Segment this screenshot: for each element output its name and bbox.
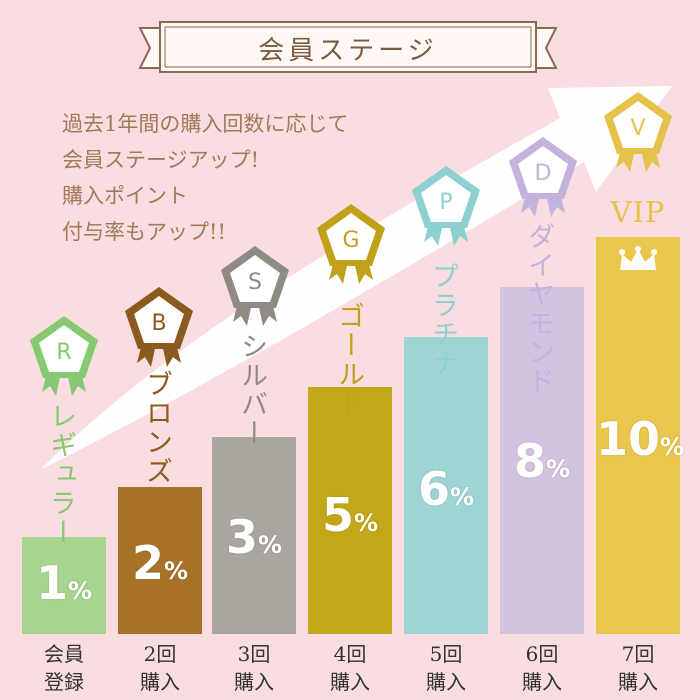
medal-icon: S (217, 242, 293, 332)
svg-text:S: S (248, 270, 262, 295)
stage-name: ゴールド (333, 302, 364, 418)
stage-bar (596, 237, 680, 634)
stage-name: ブロンズ (141, 370, 172, 486)
intro-line-1: 過去1年間の購入回数に応じて (62, 112, 349, 136)
svg-text:V: V (630, 116, 645, 141)
rate-unit: % (660, 433, 685, 461)
svg-text:G: G (342, 228, 359, 253)
requirement-label: 2回購入 (115, 640, 205, 696)
requirement-label: 7回購入 (593, 640, 683, 696)
requirement-line-1: 2回 (143, 642, 177, 666)
stage-name: ダイヤモンド (523, 222, 554, 396)
requirement-line-2: 登録 (44, 670, 84, 694)
intro-line-4: 付与率もアップ!! (62, 220, 226, 244)
requirement-line-1: 会員 (44, 642, 84, 666)
stage-bar (118, 487, 202, 634)
svg-text:D: D (535, 161, 552, 186)
svg-text:R: R (56, 340, 71, 365)
stage-name: プラチナ (427, 262, 458, 378)
rate-unit: % (353, 509, 379, 537)
requirement-line-2: 購入 (522, 670, 562, 694)
svg-text:P: P (439, 190, 452, 215)
title-banner: 会員ステージ (138, 18, 558, 80)
stage-bar (500, 287, 584, 634)
stage-bar (404, 337, 488, 634)
intro-line-2: 会員ステージアップ! (62, 148, 260, 172)
rate-label: 3% (212, 510, 296, 564)
medal-icon: R (26, 312, 102, 402)
rate-label: 8% (500, 434, 584, 488)
rate-unit: % (545, 455, 571, 483)
rate-unit: % (257, 531, 283, 559)
medal-icon: D (505, 133, 581, 223)
intro-text-2: 購入ポイント 付与率もアップ!! (62, 178, 226, 250)
medal-icon: G (313, 200, 389, 290)
requirement-line-2: 購入 (234, 670, 274, 694)
rate-value: 1 (35, 556, 68, 610)
rate-label: 5% (308, 488, 392, 542)
requirement-line-1: 3回 (237, 642, 271, 666)
stage-name-vip: VIP (610, 195, 666, 229)
requirement-label: 3回購入 (209, 640, 299, 696)
medal-icon: V (600, 88, 676, 178)
rate-value: 2 (131, 536, 164, 590)
rate-unit: % (67, 577, 93, 605)
requirement-label: 6回購入 (497, 640, 587, 696)
requirement-label: 5回購入 (401, 640, 491, 696)
requirement-line-1: 7回 (621, 642, 655, 666)
stage-name: レギュラー (45, 402, 76, 547)
requirement-line-1: 4回 (333, 642, 367, 666)
stage-bar (212, 437, 296, 634)
requirement-line-2: 購入 (140, 670, 180, 694)
requirement-line-2: 購入 (330, 670, 370, 694)
page-title: 会員ステージ (258, 36, 438, 66)
rate-label: 6% (404, 462, 488, 516)
rate-label: 2% (118, 536, 202, 590)
requirement-line-1: 5回 (429, 642, 463, 666)
stage-bar (22, 537, 106, 634)
requirement-label: 4回購入 (305, 640, 395, 696)
intro-text-1: 過去1年間の購入回数に応じて 会員ステージアップ! (62, 106, 348, 178)
requirement-label: 会員 登録 (19, 640, 109, 696)
rate-label: 10% (596, 412, 684, 466)
rate-value: 3 (225, 510, 258, 564)
requirement-line-2: 購入 (618, 670, 658, 694)
stage-name: シルバー (236, 332, 267, 448)
medal-icon: P (408, 162, 484, 252)
intro-line-3: 購入ポイント (62, 184, 188, 208)
crown-icon (619, 246, 657, 270)
stage-bar (308, 387, 392, 634)
requirement-line-1: 6回 (525, 642, 559, 666)
rate-label: 1% (22, 556, 106, 610)
rate-value: 8 (513, 434, 546, 488)
svg-text:B: B (151, 311, 166, 336)
rate-unit: % (449, 483, 475, 511)
rate-value: 10 (596, 412, 661, 466)
rate-value: 6 (417, 462, 450, 516)
medal-icon: B (121, 283, 197, 373)
banner-frame (138, 21, 558, 73)
requirement-line-2: 購入 (426, 670, 466, 694)
rate-unit: % (163, 557, 189, 585)
rate-value: 5 (321, 488, 354, 542)
